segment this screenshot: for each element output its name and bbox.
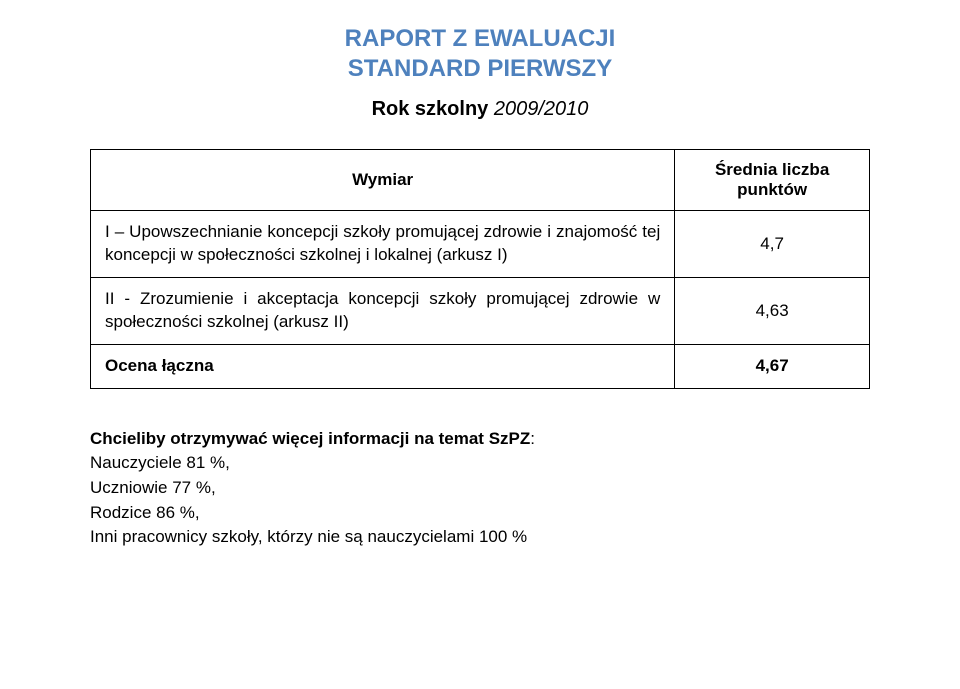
total-value: 4,67 xyxy=(675,344,870,388)
col-header-wymiar: Wymiar xyxy=(91,150,675,211)
cell-punkty: 4,7 xyxy=(675,211,870,278)
extra-heading: Chcieliby otrzymywać więcej informacji n… xyxy=(90,429,530,448)
extra-line: Nauczyciele 81 %, xyxy=(90,453,230,472)
col-header-punkty: Średnia liczba punktów xyxy=(675,150,870,211)
cell-wymiar: II - Zrozumienie i akceptacja koncepcji … xyxy=(91,277,675,344)
extra-info-block: Chcieliby otrzymywać więcej informacji n… xyxy=(90,427,870,550)
cell-wymiar: I – Upowszechnianie koncepcji szkoły pro… xyxy=(91,211,675,278)
table-total-row: Ocena łączna 4,67 xyxy=(91,344,870,388)
subtitle-label: Rok szkolny xyxy=(372,98,494,120)
slide-root: RAPORT Z EWALUACJI STANDARD PIERWSZY Rok… xyxy=(0,0,960,689)
table-header-row: Wymiar Średnia liczba punktów xyxy=(91,150,870,211)
cell-punkty: 4,63 xyxy=(675,277,870,344)
title-block: RAPORT Z EWALUACJI STANDARD PIERWSZY xyxy=(90,24,870,84)
extra-line: Uczniowie 77 %, xyxy=(90,478,216,497)
subtitle-year: 2009/2010 xyxy=(494,98,589,120)
extra-line: Rodzice 86 %, xyxy=(90,503,200,522)
extra-line: Inni pracownicy szkoły, którzy nie są na… xyxy=(90,527,527,546)
title-line-2: STANDARD PIERWSZY xyxy=(90,54,870,84)
title-line-1: RAPORT Z EWALUACJI xyxy=(90,24,870,54)
subtitle: Rok szkolny 2009/2010 xyxy=(90,98,870,121)
table-row: II - Zrozumienie i akceptacja koncepcji … xyxy=(91,277,870,344)
report-table: Wymiar Średnia liczba punktów I – Upowsz… xyxy=(90,149,870,389)
extra-heading-suffix: : xyxy=(530,429,535,448)
table-row: I – Upowszechnianie koncepcji szkoły pro… xyxy=(91,211,870,278)
total-label: Ocena łączna xyxy=(91,344,675,388)
